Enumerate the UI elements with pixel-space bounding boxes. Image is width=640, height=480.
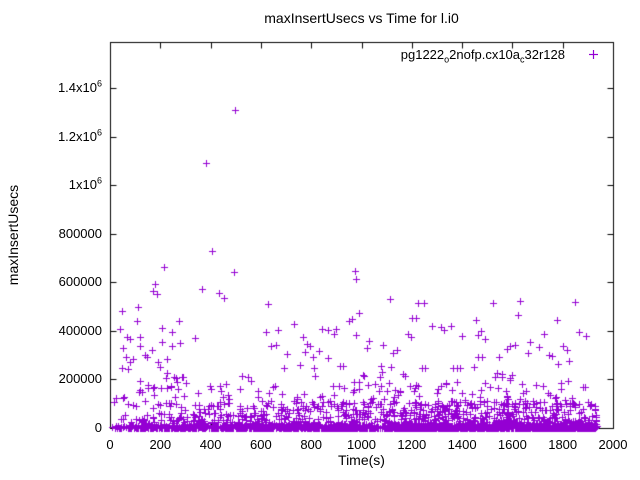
- y-tick-label: 200000: [58, 371, 102, 387]
- y-tick-label: 400000: [58, 322, 102, 338]
- x-tick-label: 1000: [347, 437, 376, 452]
- legend: pg1222o2nofp.cx10ac32r128: [400, 47, 598, 65]
- y-tick-label: 600000: [58, 274, 102, 290]
- legend-plus-marker-icon: [589, 50, 598, 59]
- x-tick-label: 1800: [548, 437, 578, 452]
- x-tick-label: 200: [149, 437, 172, 452]
- x-tick-label: 1200: [397, 437, 427, 452]
- x-axis-label: Time(s): [338, 452, 385, 468]
- chart-title: maxInsertUsecs vs Time for l.i0: [264, 10, 459, 26]
- y-tick-label: 1.4x106: [57, 78, 102, 96]
- x-tick-label: 2000: [598, 437, 628, 452]
- x-tick-label: 800: [300, 437, 323, 452]
- y-tick-label: 800000: [58, 225, 102, 241]
- x-tick-label: 600: [250, 437, 272, 452]
- legend-series-label: pg1222o2nofp.cx10ac32r128: [400, 47, 565, 65]
- y-tick-label: 0: [94, 420, 102, 435]
- y-tick-label: 1.2x106: [57, 127, 102, 144]
- y-tick-label: 1x106: [68, 175, 102, 193]
- x-tick-label: 1400: [447, 437, 477, 452]
- plot-area: [110, 42, 613, 428]
- x-tick-label: 400: [199, 437, 222, 452]
- x-tick-label: 0: [106, 437, 114, 452]
- x-tick-label: 1600: [497, 437, 527, 452]
